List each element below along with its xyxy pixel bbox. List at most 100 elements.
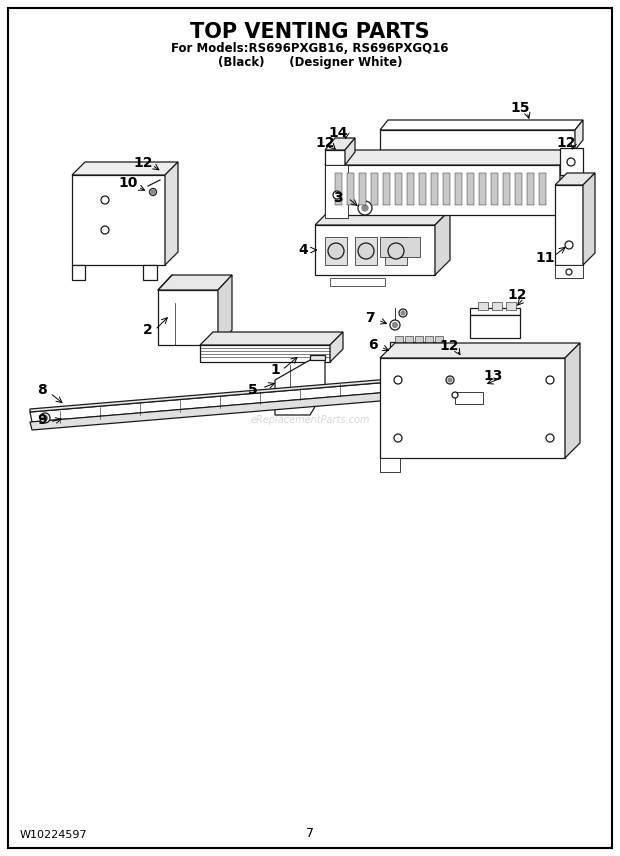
Circle shape [328, 243, 344, 259]
Text: 10: 10 [118, 176, 138, 190]
Text: TOP VENTING PARTS: TOP VENTING PARTS [190, 22, 430, 42]
Circle shape [452, 392, 458, 398]
Text: 5: 5 [248, 383, 258, 397]
Bar [335, 173, 342, 205]
Bar [435, 336, 443, 342]
Bar [330, 278, 385, 286]
Polygon shape [315, 225, 435, 275]
Text: 12: 12 [133, 156, 153, 170]
Polygon shape [143, 265, 157, 280]
Polygon shape [380, 120, 583, 130]
Text: 11: 11 [535, 251, 555, 265]
Text: 8: 8 [37, 383, 47, 397]
Text: 7: 7 [306, 827, 314, 840]
Bar [506, 302, 516, 310]
Polygon shape [200, 345, 330, 362]
Polygon shape [200, 332, 343, 345]
Bar [478, 302, 488, 310]
Text: 14: 14 [328, 126, 348, 140]
Text: 2: 2 [143, 323, 153, 337]
Bar [425, 336, 433, 342]
Bar [325, 237, 347, 265]
Bar [415, 336, 423, 342]
Text: 7: 7 [365, 311, 375, 325]
Polygon shape [325, 165, 348, 218]
Polygon shape [275, 360, 325, 415]
Bar [492, 302, 502, 310]
Bar [455, 173, 462, 205]
Polygon shape [380, 343, 580, 358]
Bar [383, 173, 390, 205]
Polygon shape [158, 290, 218, 345]
Polygon shape [560, 148, 583, 175]
Polygon shape [315, 210, 450, 225]
Polygon shape [72, 162, 178, 175]
Bar [371, 173, 378, 205]
Circle shape [401, 311, 405, 315]
Polygon shape [470, 308, 520, 315]
Bar [355, 237, 377, 265]
Circle shape [358, 243, 374, 259]
Bar [385, 237, 407, 265]
Bar [405, 336, 413, 342]
Circle shape [362, 205, 368, 211]
Circle shape [392, 323, 397, 328]
Bar [431, 173, 438, 205]
Text: (Black)      (Designer White): (Black) (Designer White) [218, 56, 402, 69]
Polygon shape [158, 275, 232, 290]
Bar [359, 173, 366, 205]
Circle shape [101, 196, 109, 204]
Bar [443, 173, 450, 205]
Circle shape [394, 434, 402, 442]
Text: 6: 6 [368, 338, 378, 352]
Polygon shape [565, 343, 580, 458]
Text: 4: 4 [298, 243, 308, 257]
Bar [395, 173, 402, 205]
Bar [527, 173, 534, 205]
Polygon shape [470, 315, 520, 338]
Text: 15: 15 [510, 101, 529, 115]
Circle shape [565, 241, 573, 249]
Text: 12: 12 [556, 136, 576, 150]
Text: 12: 12 [439, 339, 459, 353]
Circle shape [394, 376, 402, 384]
Polygon shape [72, 175, 165, 265]
Polygon shape [560, 150, 575, 215]
Polygon shape [380, 130, 575, 150]
Circle shape [566, 269, 572, 275]
Polygon shape [30, 392, 392, 430]
Bar [407, 173, 414, 205]
Text: 1: 1 [270, 363, 280, 377]
Polygon shape [380, 458, 400, 472]
Text: 9: 9 [37, 413, 47, 427]
Circle shape [151, 190, 155, 194]
Circle shape [390, 320, 400, 330]
Circle shape [333, 191, 341, 199]
Text: W10224597: W10224597 [20, 830, 87, 840]
Polygon shape [30, 379, 390, 412]
Polygon shape [555, 173, 595, 185]
Polygon shape [218, 275, 232, 345]
Polygon shape [555, 265, 583, 278]
Text: For Models:RS696PXGB16, RS696PXGQ16: For Models:RS696PXGB16, RS696PXGQ16 [171, 42, 449, 55]
Text: 13: 13 [484, 369, 503, 383]
Bar [419, 173, 426, 205]
Polygon shape [30, 382, 392, 422]
Polygon shape [325, 138, 355, 150]
Circle shape [358, 201, 372, 215]
Polygon shape [165, 162, 178, 265]
Bar [515, 173, 522, 205]
Circle shape [43, 415, 48, 420]
Bar [395, 336, 403, 342]
Circle shape [399, 309, 407, 317]
Bar [380, 237, 420, 257]
Bar [467, 173, 474, 205]
Circle shape [388, 243, 404, 259]
Bar [455, 392, 483, 404]
Polygon shape [380, 358, 565, 458]
Circle shape [40, 413, 50, 423]
Polygon shape [325, 165, 560, 215]
Circle shape [446, 376, 454, 384]
Polygon shape [575, 120, 583, 150]
Polygon shape [310, 355, 325, 360]
